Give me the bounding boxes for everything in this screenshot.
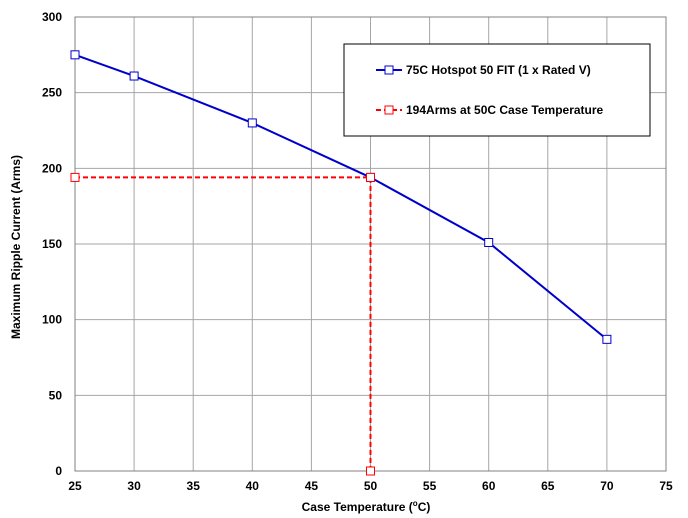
x-tick-label-9: 70 <box>600 479 614 493</box>
y-tick-label-4: 200 <box>42 161 62 175</box>
series-1-point-5 <box>602 334 612 344</box>
x-tick-label-5: 50 <box>364 479 378 493</box>
series-line-2 <box>75 176 372 471</box>
legend-marker-series-1 <box>384 65 394 75</box>
series-2-point-2 <box>366 466 375 476</box>
series-1-point-1 <box>129 71 139 81</box>
x-tick-label-1: 30 <box>127 479 141 493</box>
y-tick-label-2: 100 <box>42 313 62 327</box>
series-1-point-2 <box>247 118 257 128</box>
x-axis-ticks: 25 30 35 40 45 50 55 60 65 70 75 <box>68 479 673 493</box>
y-tick-label-3: 150 <box>42 237 62 251</box>
x-tick-label-8: 65 <box>541 479 555 493</box>
y-tick-label-0: 0 <box>55 464 62 478</box>
series-1-point-0 <box>70 50 80 60</box>
x-axis-title-superscript: o <box>413 499 418 508</box>
y-axis-title: Maximum Ripple Current (Arms) <box>9 155 23 339</box>
series-1-point-4 <box>484 237 494 247</box>
y-tick-label-5: 250 <box>42 86 62 100</box>
series-2-point-0 <box>70 172 80 182</box>
x-axis-title-end: C) <box>418 500 431 514</box>
series-2-point-1 <box>366 172 375 182</box>
series-group <box>70 50 612 476</box>
legend-marker-series-2 <box>384 105 394 115</box>
y-axis-ticks: 0 50 100 150 200 250 300 <box>42 10 62 478</box>
y-tick-label-6: 300 <box>42 10 62 24</box>
legend-box <box>343 43 651 137</box>
x-tick-label-0: 25 <box>68 479 82 493</box>
x-tick-label-3: 40 <box>246 479 260 493</box>
y-tick-label-1: 50 <box>49 388 63 402</box>
x-tick-label-6: 55 <box>423 479 437 493</box>
x-tick-label-7: 60 <box>482 479 496 493</box>
legend-label-series-1: 75C Hotspot 50 FIT (1 x Rated V) <box>406 63 591 77</box>
legend-label-series-2: 194Arms at 50C Case Temperature <box>406 103 604 117</box>
series-line-1 <box>74 53 608 341</box>
x-axis-title-main: Case Temperature ( <box>302 500 413 514</box>
legend: 75C Hotspot 50 FIT (1 x Rated V) 194Arms… <box>343 43 651 137</box>
x-tick-label-10: 75 <box>659 479 673 493</box>
x-tick-label-4: 45 <box>305 479 319 493</box>
x-tick-label-2: 35 <box>187 479 201 493</box>
x-axis-title: Case Temperature (oC) <box>302 499 431 514</box>
